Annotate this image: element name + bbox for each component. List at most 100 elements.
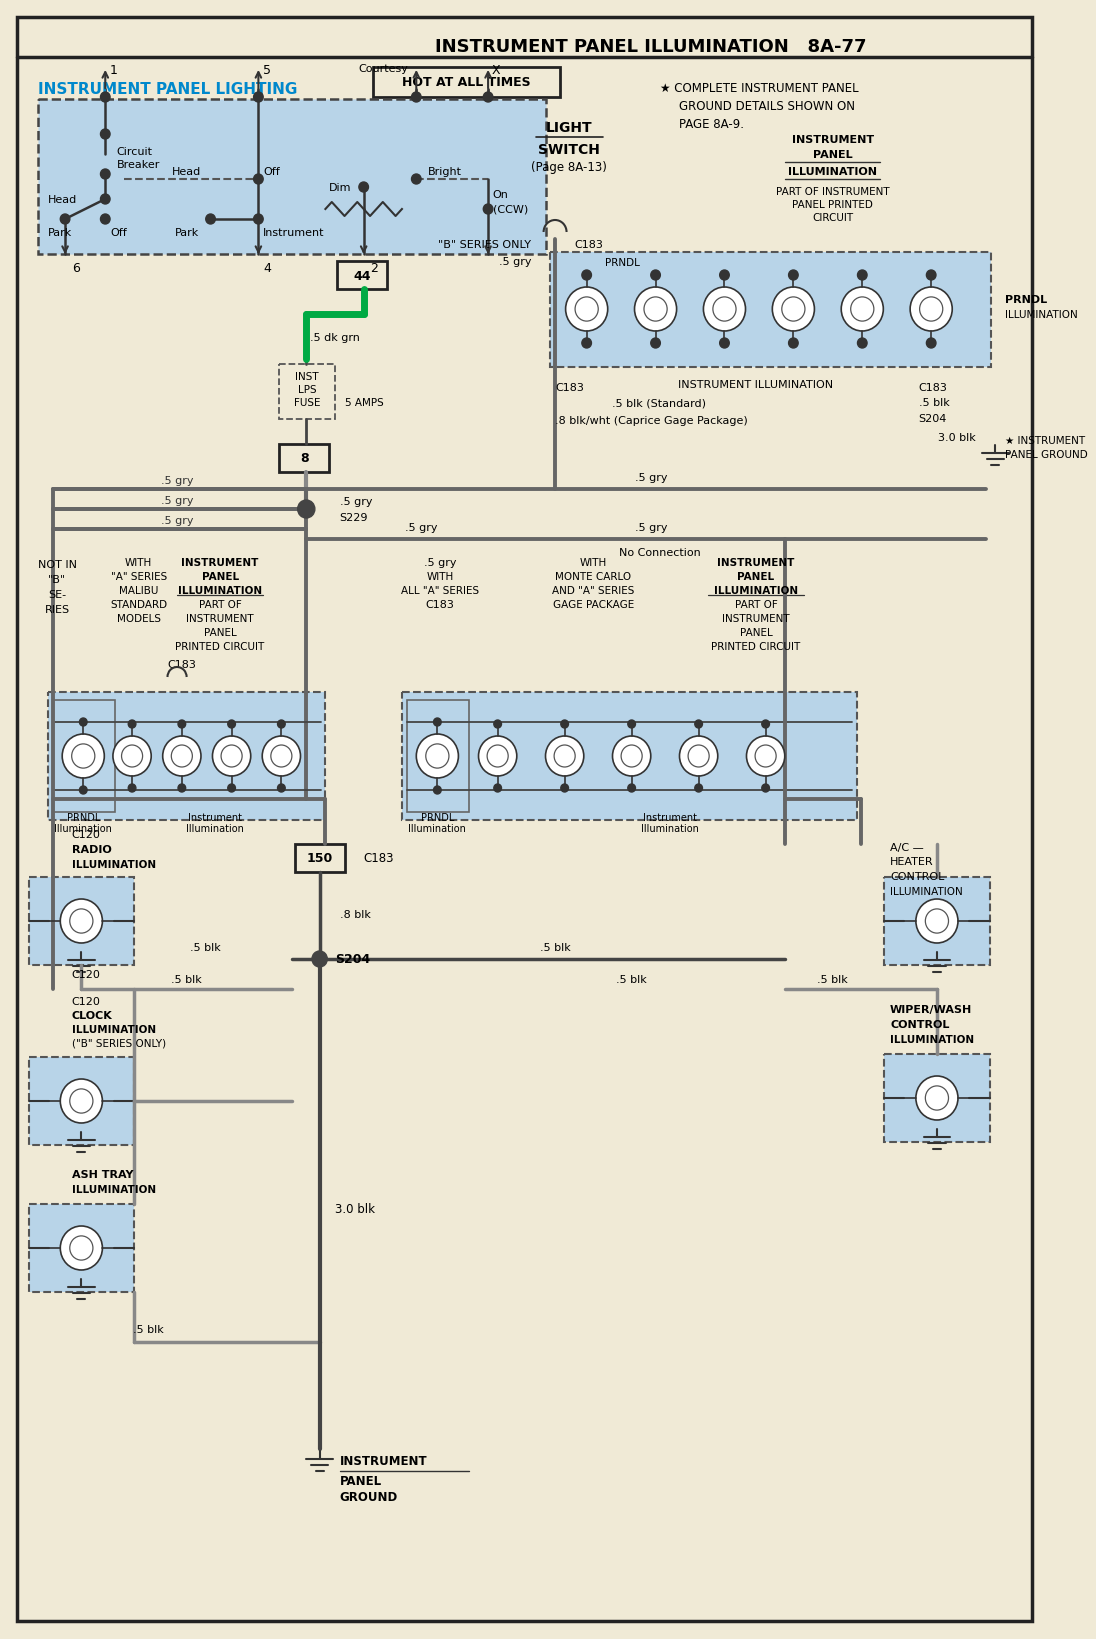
Circle shape <box>128 721 136 729</box>
Bar <box>550 252 991 367</box>
Circle shape <box>762 721 769 729</box>
Text: ILLUMINATION: ILLUMINATION <box>71 859 156 869</box>
Text: .8 blk/wht (Caprice Gage Package): .8 blk/wht (Caprice Gage Package) <box>555 416 747 426</box>
Circle shape <box>483 205 493 215</box>
Text: X: X <box>492 64 501 77</box>
Text: AND "A" SERIES: AND "A" SERIES <box>552 585 635 595</box>
Circle shape <box>746 736 785 777</box>
Text: ILLUMINATION: ILLUMINATION <box>788 167 877 177</box>
Text: GROUND DETAILS SHOWN ON: GROUND DETAILS SHOWN ON <box>680 100 856 113</box>
Text: Illumination: Illumination <box>641 823 699 834</box>
Text: Circuit: Circuit <box>117 148 152 157</box>
Text: 150: 150 <box>307 852 333 865</box>
Bar <box>336 262 387 290</box>
Circle shape <box>411 93 421 103</box>
Text: PART OF: PART OF <box>198 600 241 610</box>
Circle shape <box>926 339 936 349</box>
Circle shape <box>101 93 110 103</box>
Circle shape <box>228 721 236 729</box>
Text: PRNDL: PRNDL <box>421 813 454 823</box>
Text: .5 blk: .5 blk <box>616 975 647 985</box>
Text: MONTE CARLO: MONTE CARLO <box>556 572 631 582</box>
Text: .5 gry: .5 gry <box>635 523 667 533</box>
Circle shape <box>434 718 442 726</box>
Text: .5 blk: .5 blk <box>191 942 221 952</box>
Circle shape <box>842 288 883 331</box>
Text: CLOCK: CLOCK <box>71 1010 113 1021</box>
Text: (Page 8A-13): (Page 8A-13) <box>532 161 607 174</box>
Text: .5 blk (Standard): .5 blk (Standard) <box>613 398 707 408</box>
Text: SE-: SE- <box>48 590 67 600</box>
Bar <box>38 100 546 254</box>
Text: CONTROL: CONTROL <box>890 1019 949 1029</box>
Circle shape <box>60 1080 102 1123</box>
Text: PRNDL: PRNDL <box>605 257 639 267</box>
Text: .5 blk: .5 blk <box>133 1324 163 1334</box>
Circle shape <box>79 718 87 726</box>
Text: .5 blk: .5 blk <box>171 975 202 985</box>
Text: C183: C183 <box>918 384 948 393</box>
Text: C183: C183 <box>574 239 603 249</box>
Text: Park: Park <box>174 228 198 238</box>
Text: 4: 4 <box>263 262 271 275</box>
Text: ILLUMINATION: ILLUMINATION <box>71 1185 156 1195</box>
Bar <box>279 365 335 420</box>
Text: GROUND: GROUND <box>340 1490 398 1503</box>
Text: Instrument: Instrument <box>643 813 697 823</box>
Circle shape <box>253 215 263 225</box>
Text: 8: 8 <box>300 452 309 465</box>
Text: ILLUMINATION: ILLUMINATION <box>713 585 798 595</box>
Text: PANEL: PANEL <box>340 1475 381 1488</box>
Text: PANEL: PANEL <box>204 628 237 638</box>
Text: C183: C183 <box>168 659 196 670</box>
Circle shape <box>101 170 110 180</box>
Text: Head: Head <box>172 167 202 177</box>
Text: Illumination: Illumination <box>186 823 244 834</box>
Text: .5 gry: .5 gry <box>161 475 193 485</box>
Circle shape <box>494 785 502 793</box>
Text: C183: C183 <box>555 384 584 393</box>
Bar <box>48 693 326 821</box>
Text: PANEL: PANEL <box>813 149 853 161</box>
Text: INST: INST <box>296 372 319 382</box>
Circle shape <box>916 1077 958 1121</box>
Circle shape <box>582 339 592 349</box>
Circle shape <box>277 721 285 729</box>
Text: .5 gry: .5 gry <box>340 497 373 506</box>
Text: HOT AT ALL TIMES: HOT AT ALL TIMES <box>402 77 530 90</box>
Circle shape <box>680 736 718 777</box>
Circle shape <box>128 785 136 793</box>
Text: PANEL GROUND: PANEL GROUND <box>1005 449 1087 459</box>
Text: 5: 5 <box>263 64 271 77</box>
Text: PANEL PRINTED: PANEL PRINTED <box>792 200 874 210</box>
Text: PRNDL: PRNDL <box>1005 295 1047 305</box>
Circle shape <box>312 951 328 967</box>
Text: No Connection: No Connection <box>619 547 701 557</box>
Circle shape <box>60 900 102 944</box>
Text: WITH: WITH <box>580 557 607 567</box>
Text: Instrument: Instrument <box>189 813 242 823</box>
Text: Dim: Dim <box>329 184 351 193</box>
Text: ILLUMINATION: ILLUMINATION <box>71 1024 156 1034</box>
Text: INSTRUMENT: INSTRUMENT <box>791 134 874 144</box>
Text: 3.0 blk: 3.0 blk <box>938 433 975 443</box>
Circle shape <box>60 215 70 225</box>
Text: ILLUMINATION: ILLUMINATION <box>890 1034 974 1044</box>
Circle shape <box>789 270 798 280</box>
Text: WITH: WITH <box>125 557 152 567</box>
Circle shape <box>635 288 676 331</box>
Text: .5 gry: .5 gry <box>161 516 193 526</box>
Circle shape <box>926 270 936 280</box>
Text: 1: 1 <box>110 64 118 77</box>
Circle shape <box>704 288 745 331</box>
Text: (CCW): (CCW) <box>493 205 528 215</box>
Text: S204: S204 <box>918 413 947 425</box>
Text: S229: S229 <box>340 513 368 523</box>
Bar <box>402 693 857 821</box>
Text: Illumination: Illumination <box>409 823 466 834</box>
Circle shape <box>101 215 110 225</box>
Text: C120: C120 <box>71 969 101 980</box>
Bar <box>407 700 469 813</box>
Text: 3.0 blk: 3.0 blk <box>335 1203 375 1216</box>
Circle shape <box>178 721 185 729</box>
